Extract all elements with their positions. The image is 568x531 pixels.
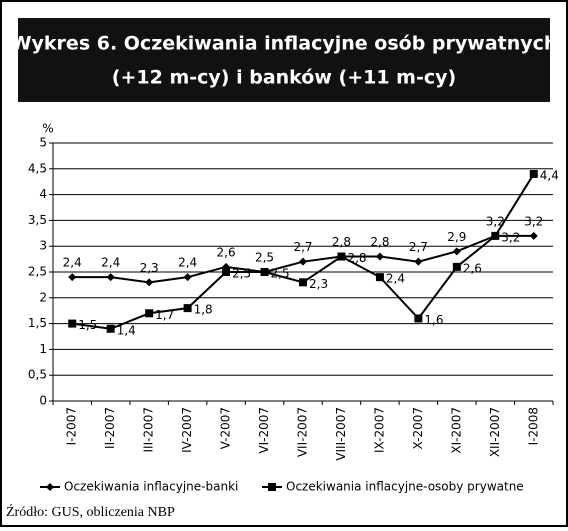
data-label: 1,8 [194, 303, 213, 317]
y-tick-label: 1 [39, 342, 47, 356]
point [375, 252, 384, 261]
data-label: 1,4 [117, 323, 136, 337]
data-label: 2,4 [386, 272, 405, 286]
y-tick-label: 5 [39, 136, 47, 150]
data-label: 1,6 [424, 313, 443, 327]
point [68, 273, 77, 282]
data-label: 2,5 [255, 251, 274, 265]
point [299, 257, 307, 266]
x-tick-label: XII-2007 [488, 407, 502, 457]
y-tick-label: 2 [39, 290, 47, 304]
point [491, 231, 500, 240]
chart-title: Wykres 6. Oczekiwania inflacyjne osób pr… [11, 33, 558, 55]
data-label: 2,4 [101, 256, 120, 270]
x-tick-label: VII-2007 [296, 407, 310, 457]
data-label: 2,4 [63, 256, 82, 270]
x-tick-label: IX-2007 [372, 407, 386, 453]
data-label: 3,2 [524, 214, 543, 228]
point [375, 273, 384, 282]
y-tick-label: 4,5 [28, 161, 47, 175]
data-label: 2,7 [293, 240, 312, 254]
data-label: 2,6 [463, 261, 482, 275]
y-tick-label: 3,5 [28, 213, 47, 227]
data-label: 2,3 [309, 277, 328, 291]
point [183, 304, 192, 313]
point [222, 268, 231, 276]
x-tick-label: XI-2007 [449, 407, 463, 454]
y-tick-label: 1,5 [28, 316, 47, 330]
point [145, 278, 154, 287]
x-tick-label: I-2008 [526, 407, 540, 445]
point [106, 324, 115, 333]
data-label: 1,5 [78, 318, 97, 332]
legend-marker [268, 483, 276, 491]
y-tick-label: 0,5 [28, 368, 47, 382]
x-tick-label: VIII-2007 [334, 407, 348, 461]
point [529, 169, 538, 178]
point [183, 273, 192, 282]
data-label: 1,7 [155, 308, 174, 322]
x-tick-label: VI-2007 [257, 407, 271, 454]
point [414, 257, 423, 266]
point [145, 309, 154, 318]
y-tick-label: 2,5 [28, 265, 47, 279]
point [106, 273, 115, 282]
point [452, 247, 461, 256]
data-label: 2,8 [332, 235, 351, 249]
x-tick-label: V-2007 [219, 407, 233, 449]
x-tick-label: I-2007 [65, 407, 79, 445]
data-label: 2,7 [409, 240, 428, 254]
legend-label: Oczekiwania inflacyjne-osoby prywatne [286, 480, 524, 494]
point [299, 278, 307, 287]
point [529, 231, 538, 240]
y-tick-label: 0 [39, 394, 47, 408]
point [337, 252, 346, 261]
data-label: 2,5 [232, 267, 251, 281]
x-tick-label: X-2007 [411, 407, 425, 450]
source: Źródło: GUS, obliczenia NBP [6, 503, 175, 520]
chart-title: (+12 m-cy) i banków (+11 m-cy) [112, 67, 456, 89]
data-label: 3,2 [501, 230, 520, 244]
x-tick-label: IV-2007 [180, 407, 194, 453]
data-label: 2,5 [271, 267, 290, 281]
y-tick-label: 4 [39, 187, 47, 201]
data-label: 3,2 [486, 214, 505, 228]
data-label: 2,4 [178, 256, 197, 270]
data-label: 2,3 [140, 261, 159, 275]
data-label: 2,8 [370, 235, 389, 249]
y-tick-label: 3 [39, 239, 47, 253]
x-tick-label: II-2007 [103, 407, 117, 449]
x-tick-label: III-2007 [142, 407, 156, 453]
legend-marker [46, 483, 54, 491]
data-label: 2,9 [447, 230, 466, 244]
point [452, 262, 461, 271]
point [260, 268, 269, 276]
data-label: 4,4 [540, 168, 559, 182]
title-box [18, 18, 550, 102]
point [68, 319, 77, 328]
point [414, 314, 423, 323]
data-label: 2,6 [217, 245, 236, 259]
data-label: 2,8 [347, 251, 366, 265]
legend-label: Oczekiwania inflacyjne-banki [64, 480, 238, 494]
y-axis-label: % [42, 122, 53, 136]
